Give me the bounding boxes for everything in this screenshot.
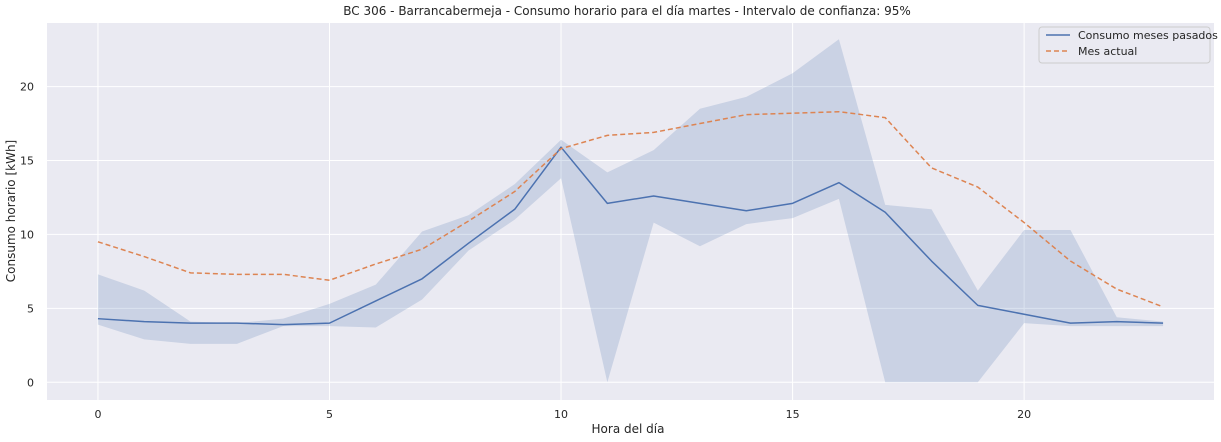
chart-title: BC 306 - Barrancabermeja - Consumo horar… bbox=[343, 4, 911, 18]
series-line-1 bbox=[97, 110, 1164, 308]
x-axis-label: Hora del día bbox=[592, 422, 665, 436]
series-line-0 bbox=[97, 146, 1164, 326]
y-tick-label: 0 bbox=[27, 376, 34, 389]
x-tick-label: 0 bbox=[94, 408, 101, 421]
confidence-band-series-0 bbox=[97, 39, 1164, 383]
y-tick-label: 5 bbox=[27, 302, 34, 315]
plot-area bbox=[47, 23, 1214, 400]
confidence-bands bbox=[97, 39, 1164, 383]
y-tick-label: 20 bbox=[20, 81, 34, 94]
x-axis-ticks: 0 5 10 15 20 bbox=[94, 408, 1031, 421]
legend-frame bbox=[1038, 26, 1211, 64]
x-tick-label: 5 bbox=[326, 408, 333, 421]
series-lines bbox=[97, 110, 1164, 326]
x-tick-label: 15 bbox=[786, 408, 800, 421]
legend-label-consumo-meses-pasados: Consumo meses pasados bbox=[1078, 29, 1218, 42]
y-axis-ticks: 0 5 10 15 20 bbox=[20, 81, 34, 390]
grid-lines bbox=[47, 23, 1214, 400]
y-tick-label: 15 bbox=[20, 154, 34, 167]
x-tick-label: 10 bbox=[554, 408, 568, 421]
y-tick-label: 10 bbox=[20, 228, 34, 241]
legend: Consumo meses pasados Mes actual bbox=[1038, 26, 1218, 64]
legend-label-mes-actual: Mes actual bbox=[1078, 45, 1137, 58]
y-axis-label: Consumo horario [kWh] bbox=[4, 140, 18, 282]
x-tick-label: 20 bbox=[1017, 408, 1031, 421]
